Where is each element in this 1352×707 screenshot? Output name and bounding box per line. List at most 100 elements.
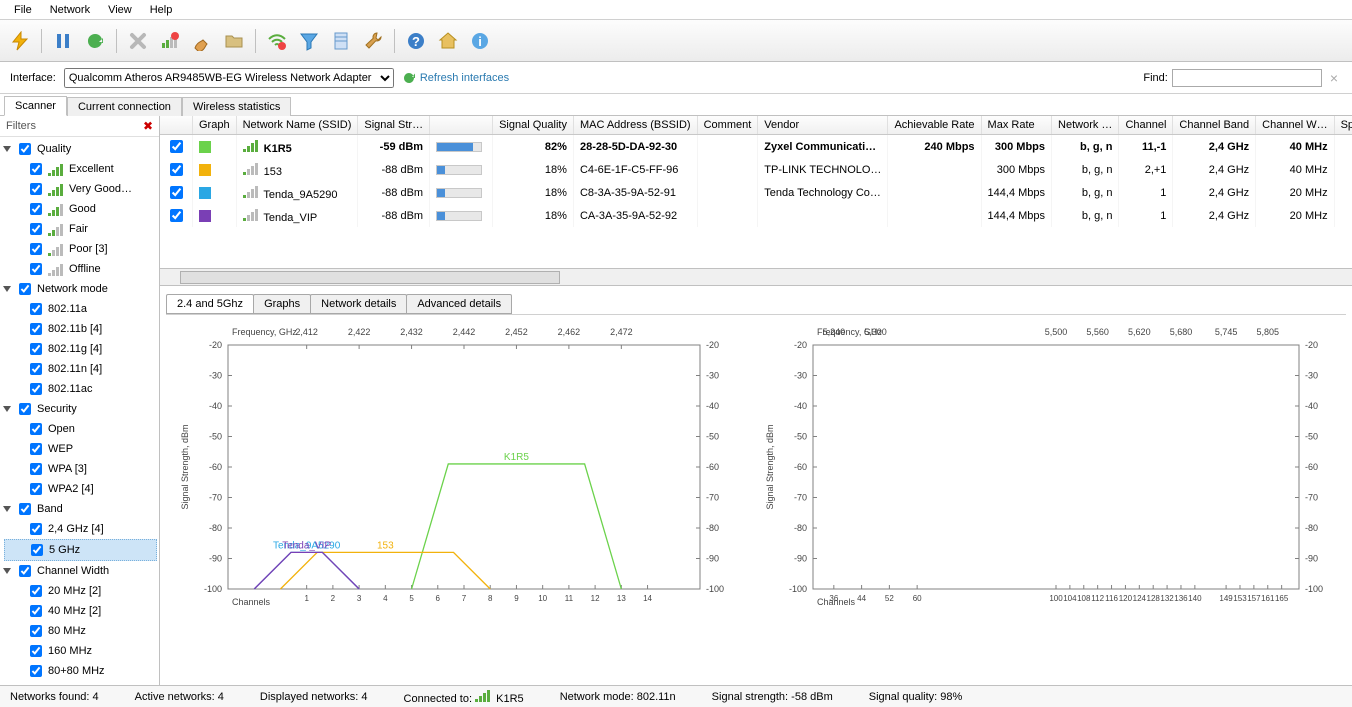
column-header[interactable]: Channel	[1119, 116, 1173, 135]
filter-group-checkbox[interactable]	[19, 143, 31, 155]
filter-item[interactable]: 802.11ac	[4, 379, 157, 399]
networks-grid[interactable]: GraphNetwork Name (SSID)Signal Str… Signa…	[160, 116, 1352, 268]
notebook-button[interactable]	[327, 27, 355, 55]
menu-help[interactable]: Help	[142, 3, 181, 17]
filter-item[interactable]: Very Good…	[4, 179, 157, 199]
column-header[interactable]: Comment	[697, 116, 758, 135]
column-header[interactable]: Graph	[193, 116, 237, 135]
find-input[interactable]	[1172, 69, 1322, 87]
filter-item[interactable]: WPA2 [4]	[4, 479, 157, 499]
stop-button[interactable]	[124, 27, 152, 55]
filters-close-icon[interactable]: ✖	[143, 119, 153, 133]
filter-item-checkbox[interactable]	[30, 243, 42, 255]
filter-group-band[interactable]: Band	[4, 499, 157, 519]
column-header[interactable]: Sp…	[1334, 116, 1352, 135]
filter-item[interactable]: 20 MHz [2]	[4, 581, 157, 601]
table-row[interactable]: K1R5-59 dBm82%28-28-5D-DA-92-30Zyxel Com…	[160, 135, 1352, 159]
column-header[interactable]: Signal Quality	[493, 116, 574, 135]
pause-button[interactable]	[49, 27, 77, 55]
column-header[interactable]: MAC Address (BSSID)	[573, 116, 697, 135]
filter-item-checkbox[interactable]	[30, 645, 42, 657]
filter-group-checkbox[interactable]	[19, 403, 31, 415]
filter-item-checkbox[interactable]	[30, 163, 42, 175]
filter-item-checkbox[interactable]	[30, 223, 42, 235]
filter-item[interactable]: Open	[4, 419, 157, 439]
filter-item[interactable]: WEP	[4, 439, 157, 459]
funnel-button[interactable]	[295, 27, 323, 55]
filter-item-checkbox[interactable]	[30, 183, 42, 195]
brush-button[interactable]	[188, 27, 216, 55]
filter-item-checkbox[interactable]	[30, 423, 42, 435]
column-header[interactable]	[430, 116, 493, 135]
tab-scanner[interactable]: Scanner	[4, 96, 67, 116]
help-button[interactable]: ?	[402, 27, 430, 55]
filter-item[interactable]: 160 MHz	[4, 641, 157, 661]
filter-item[interactable]: WPA [3]	[4, 459, 157, 479]
column-header[interactable]	[160, 116, 193, 135]
column-header[interactable]: Vendor	[758, 116, 888, 135]
filter-item-checkbox[interactable]	[30, 343, 42, 355]
filter-item-checkbox[interactable]	[30, 585, 42, 597]
flash-button[interactable]	[6, 27, 34, 55]
filter-item-checkbox[interactable]	[30, 323, 42, 335]
column-header[interactable]: Max Rate	[981, 116, 1051, 135]
filter-item-checkbox[interactable]	[30, 463, 42, 475]
refresh-interfaces-link[interactable]: Refresh interfaces	[402, 71, 509, 85]
column-header[interactable]: Network …	[1052, 116, 1119, 135]
filter-item[interactable]: Excellent	[4, 159, 157, 179]
tab-wireless-statistics[interactable]: Wireless statistics	[182, 97, 291, 116]
info-button[interactable]: i	[466, 27, 494, 55]
filter-item[interactable]: 5 GHz	[4, 539, 157, 561]
filter-group-network-mode[interactable]: Network mode	[4, 279, 157, 299]
filter-item[interactable]: 802.11n [4]	[4, 359, 157, 379]
filter-group-quality[interactable]: Quality	[4, 139, 157, 159]
table-row[interactable]: 153-88 dBm18%C4-6E-1F-C5-FF-96TP-LINK TE…	[160, 158, 1352, 181]
subtab-network-details[interactable]: Network details	[310, 294, 407, 314]
menu-network[interactable]: Network	[42, 3, 98, 17]
filter-item[interactable]: 80 MHz	[4, 621, 157, 641]
subtab-graphs[interactable]: Graphs	[253, 294, 311, 314]
filter-item-checkbox[interactable]	[30, 363, 42, 375]
table-row[interactable]: Tenda_9A5290-88 dBm18%C8-3A-35-9A-52-91T…	[160, 181, 1352, 204]
filter-item-checkbox[interactable]	[31, 544, 43, 556]
home-button[interactable]	[434, 27, 462, 55]
tab-current-connection[interactable]: Current connection	[67, 97, 182, 116]
column-header[interactable]: Signal Str…	[358, 116, 430, 135]
column-header[interactable]: Network Name (SSID)	[236, 116, 358, 135]
folder-button[interactable]	[220, 27, 248, 55]
table-row[interactable]: Tenda_VIP-88 dBm18%CA-3A-35-9A-52-92144,…	[160, 204, 1352, 227]
filter-item-checkbox[interactable]	[30, 203, 42, 215]
filter-item-checkbox[interactable]	[30, 523, 42, 535]
filter-item[interactable]: Offline	[4, 259, 157, 279]
menu-view[interactable]: View	[100, 3, 140, 17]
row-checkbox[interactable]	[170, 163, 183, 176]
filter-group-channel-width[interactable]: Channel Width	[4, 561, 157, 581]
filter-item[interactable]: 802.11a	[4, 299, 157, 319]
row-checkbox[interactable]	[170, 186, 183, 199]
filter-group-security[interactable]: Security	[4, 399, 157, 419]
filter-item-checkbox[interactable]	[30, 665, 42, 677]
row-checkbox[interactable]	[170, 209, 183, 222]
filter-group-checkbox[interactable]	[19, 283, 31, 295]
interface-select[interactable]: Qualcomm Atheros AR9485WB-EG Wireless Ne…	[64, 68, 394, 88]
filter-item[interactable]: 802.11b [4]	[4, 319, 157, 339]
grid-hscroll[interactable]	[160, 268, 1352, 285]
column-header[interactable]: Achievable Rate	[888, 116, 981, 135]
filter-item[interactable]: Good	[4, 199, 157, 219]
row-checkbox[interactable]	[170, 140, 183, 153]
subtab-2-4-and-5ghz[interactable]: 2.4 and 5Ghz	[166, 294, 254, 314]
wrench-button[interactable]	[359, 27, 387, 55]
column-header[interactable]: Channel Band	[1173, 116, 1256, 135]
column-header[interactable]: Channel W…	[1256, 116, 1334, 135]
filter-item[interactable]: 2,4 GHz [4]	[4, 519, 157, 539]
filter-item[interactable]: Fair	[4, 219, 157, 239]
subtab-advanced-details[interactable]: Advanced details	[406, 294, 512, 314]
refresh-button[interactable]	[81, 27, 109, 55]
menu-file[interactable]: File	[6, 3, 40, 17]
wifi-alert-button[interactable]	[263, 27, 291, 55]
filter-group-checkbox[interactable]	[19, 503, 31, 515]
filter-item-checkbox[interactable]	[30, 263, 42, 275]
filter-group-checkbox[interactable]	[19, 565, 31, 577]
filter-item[interactable]: 40 MHz [2]	[4, 601, 157, 621]
clear-signal-button[interactable]	[156, 27, 184, 55]
